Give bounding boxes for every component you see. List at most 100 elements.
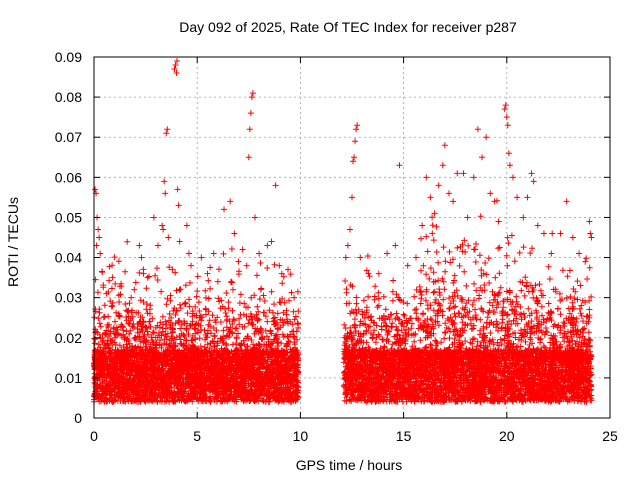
data-point — [350, 158, 357, 165]
data-point — [470, 174, 477, 181]
chart-title: Day 092 of 2025, Rate Of TEC Index for r… — [179, 19, 517, 35]
data-point — [210, 250, 217, 257]
data-point — [487, 190, 494, 197]
y-tick-labels: 0 0.01 0.02 0.03 0.04 0.05 0.06 0.07 0.08 0.09 — [55, 49, 82, 426]
data-point — [524, 194, 531, 201]
y-tick-label: 0.03 — [55, 290, 82, 306]
data-point — [92, 186, 99, 193]
data-point — [231, 230, 238, 237]
y-tick-label: 0.07 — [55, 129, 82, 145]
x-axis-label: GPS time / hours — [296, 457, 403, 473]
data-point — [384, 250, 391, 257]
axis-ticks — [93, 56, 611, 419]
plot-frame — [93, 56, 611, 419]
y-tick-label: 0.04 — [55, 250, 82, 266]
data-point — [483, 134, 490, 141]
data-point — [272, 182, 279, 189]
data-point — [576, 250, 583, 257]
data-point — [346, 226, 353, 233]
data-point — [268, 238, 275, 245]
data-point — [247, 110, 254, 117]
y-tick-label: 0.05 — [55, 209, 82, 225]
data-point — [97, 250, 104, 257]
data-point — [563, 198, 570, 205]
data-point — [344, 242, 351, 249]
y-axis-label: ROTI / TECUs — [5, 197, 21, 287]
data-point — [172, 62, 179, 69]
data-point — [479, 154, 486, 161]
data-point — [243, 262, 250, 269]
data-point — [404, 262, 411, 269]
data-point — [412, 254, 419, 261]
data-point — [509, 174, 516, 181]
y-tick-label: 0.02 — [55, 330, 82, 346]
x-tick-label: 20 — [499, 428, 515, 444]
data-point — [175, 202, 182, 209]
data-point — [505, 150, 512, 157]
data-point — [530, 178, 537, 185]
data-point — [423, 174, 430, 181]
data-point — [588, 234, 595, 241]
data-point — [248, 94, 255, 101]
data-point — [491, 198, 498, 205]
data-point — [502, 102, 509, 109]
x-tick-label: 5 — [193, 428, 201, 444]
data-point — [264, 242, 271, 249]
data-point — [352, 138, 359, 145]
data-point — [214, 278, 221, 285]
data-point — [342, 254, 349, 261]
data-point — [349, 194, 355, 201]
y-tick-label: 0 — [74, 410, 82, 426]
x-tick-label: 25 — [602, 428, 618, 444]
data-point — [161, 178, 168, 185]
y-tick-label: 0.09 — [55, 49, 82, 65]
data-point — [285, 266, 292, 273]
x-tick-label: 10 — [293, 428, 309, 444]
data-point — [586, 218, 593, 225]
data-point — [514, 194, 521, 201]
data-point — [569, 234, 576, 241]
data-point — [427, 194, 434, 201]
data-point — [504, 122, 511, 129]
data-point — [171, 66, 178, 73]
x-tick-labels: 0 5 10 15 20 25 — [90, 428, 618, 444]
y-tick-label: 0.01 — [55, 370, 82, 386]
data-point — [176, 238, 183, 245]
data-point — [441, 142, 448, 149]
data-point — [256, 250, 263, 257]
data-point — [115, 310, 122, 317]
data-point — [154, 242, 161, 249]
data-point — [165, 234, 172, 241]
data-point — [439, 162, 446, 169]
data-point — [163, 130, 170, 137]
data-point — [164, 126, 171, 133]
data-point — [246, 126, 253, 133]
data-point — [136, 242, 143, 249]
data-point — [160, 226, 167, 233]
data-point — [235, 258, 242, 265]
data-point — [454, 170, 461, 177]
data-point — [351, 154, 358, 161]
data-point — [353, 126, 360, 133]
data-point — [375, 270, 382, 277]
data-point — [144, 274, 151, 281]
data-point — [446, 190, 453, 197]
data-point — [95, 226, 102, 233]
data-point — [245, 154, 252, 161]
data-point — [128, 294, 135, 301]
data-point — [103, 290, 110, 297]
data-point — [251, 214, 258, 221]
data-point — [140, 270, 147, 277]
data-point — [185, 250, 192, 257]
data-point — [365, 270, 372, 277]
data-point — [169, 266, 176, 273]
data-point — [520, 214, 527, 221]
data-point — [221, 206, 228, 213]
data-point — [419, 222, 426, 229]
data-point — [354, 122, 361, 129]
data-point — [162, 190, 169, 197]
data-point — [464, 214, 471, 221]
data-point — [249, 90, 256, 97]
